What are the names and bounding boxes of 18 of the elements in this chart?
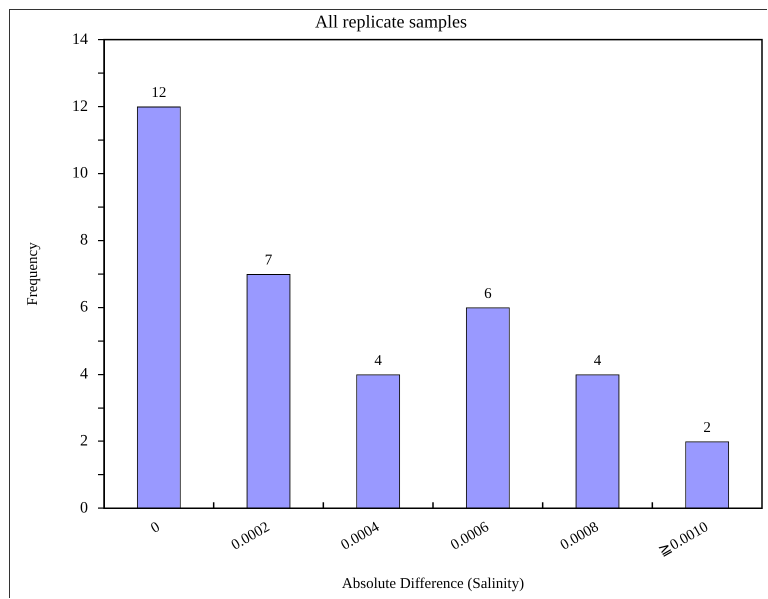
x-tick-label: 0: [148, 519, 163, 537]
data-label: 7: [264, 252, 273, 268]
data-label: 2: [703, 420, 711, 436]
y-axis-title: Frequency: [24, 242, 41, 306]
data-label: 4: [594, 352, 602, 369]
y-tick-label: 0: [80, 499, 88, 516]
x-axis-title: Absolute Difference (Salinity): [342, 576, 524, 592]
y-tick-label: 4: [80, 366, 88, 383]
y-tick-label: 6: [80, 298, 88, 316]
y-tick-label: 14: [72, 30, 88, 48]
y-tick-label: 10: [72, 164, 88, 182]
data-label: 4: [374, 352, 382, 369]
y-tick-label: 12: [72, 98, 88, 115]
y-tick-label: 8: [80, 232, 88, 249]
data-label: 12: [151, 84, 166, 101]
y-tick-label: 2: [80, 432, 88, 450]
chart-title: All replicate samples: [315, 12, 467, 32]
data-label: 6: [484, 286, 492, 302]
